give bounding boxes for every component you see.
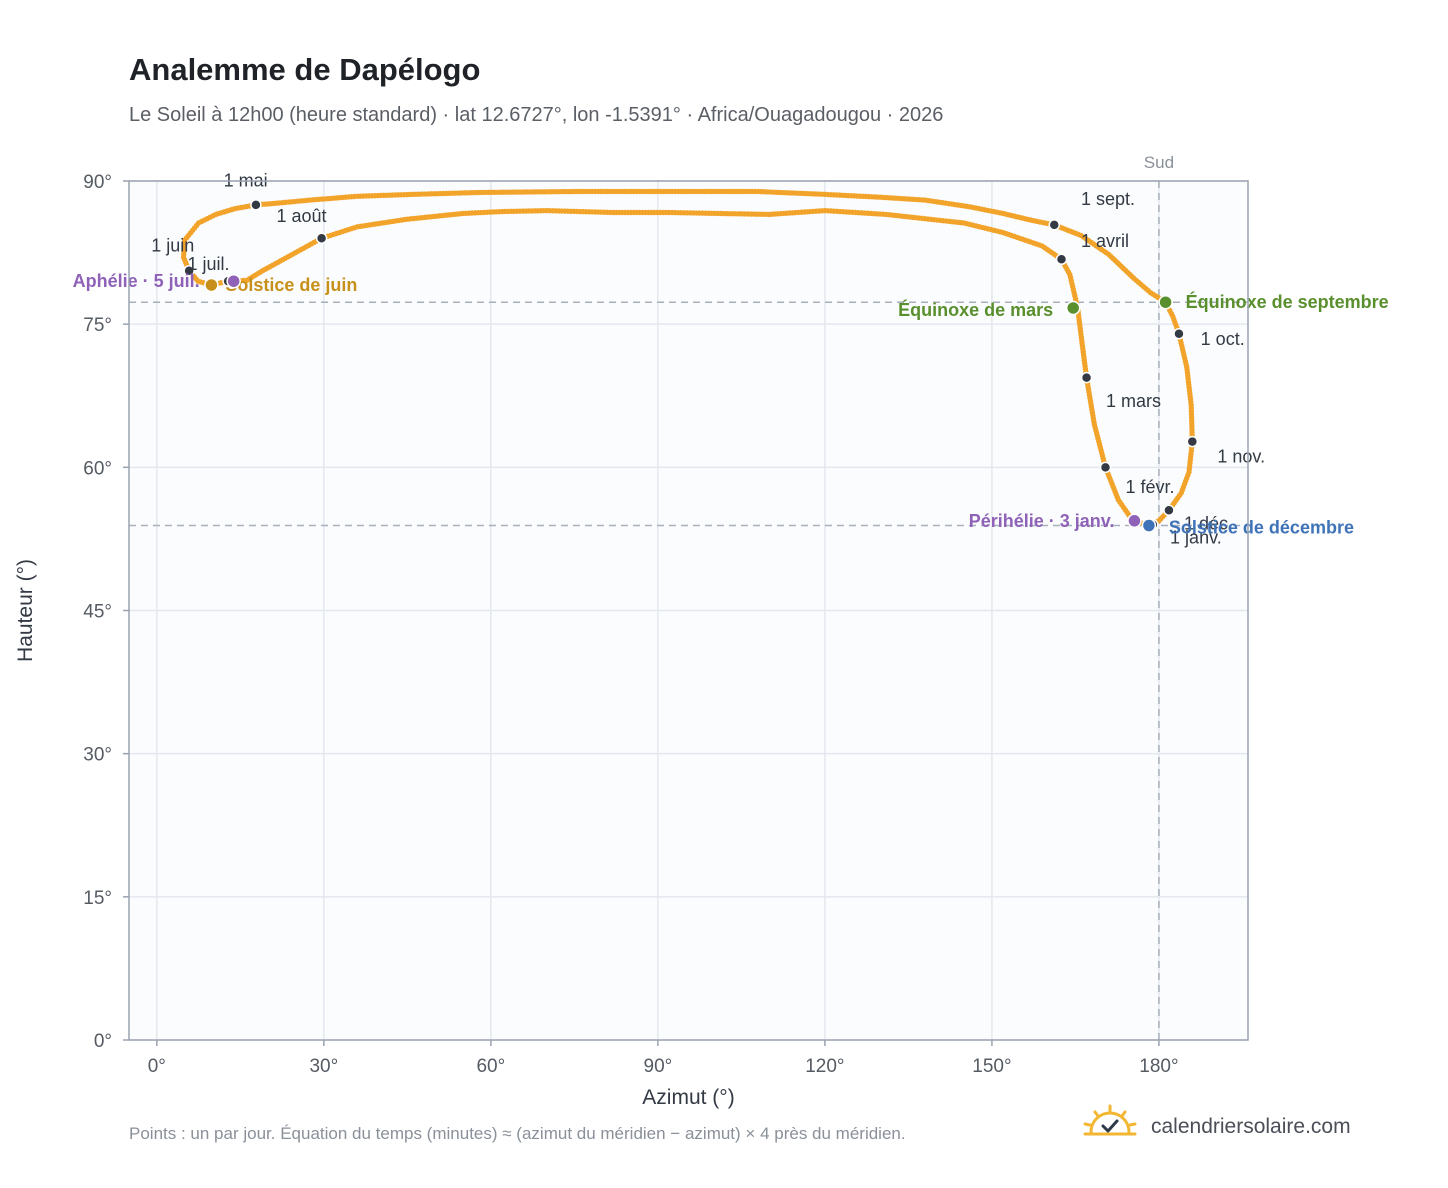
x-tick-label: 60° [476,1056,505,1077]
month-label: 1 juil. [187,254,229,274]
month-label: 1 avril [1081,231,1129,251]
y-tick-label: 15° [83,888,112,909]
event-label: Équinoxe de septembre [1186,291,1389,312]
x-axis-label: Azimut (°) [642,1086,734,1109]
event-label: Équinoxe de mars [898,299,1053,320]
y-tick-label: 0° [94,1031,112,1052]
y-tick-label: 75° [83,315,112,336]
x-tick-label: 30° [309,1056,338,1077]
axis-ticks: 0° 30° 60° 90° 120° 150° 180° 0° 15° 30° 45° 60° 75°… [83,172,1178,1077]
event-marker [226,273,241,289]
month-marker [250,199,262,211]
month-marker [1080,371,1093,384]
event-marker [1141,518,1157,533]
event-label: Aphélie · 5 juil. [73,271,200,291]
event-marker [1127,513,1142,529]
footnote: Points : un par jour. Équation du temps … [129,1124,906,1143]
month-label: 1 oct. [1201,329,1245,349]
grid [129,180,1248,1041]
event-label: Périhélie · 3 janv. [969,511,1115,531]
month-marker [1099,461,1112,474]
event-label: Solstice de juin [225,275,357,295]
event-marker [1158,294,1173,310]
month-marker [1173,327,1185,340]
month-label: 1 août [277,206,327,226]
month-label: 1 janv. [1170,528,1222,548]
y-tick-label: 60° [83,458,112,479]
chart-subtitle: Le Soleil à 12h00 (heure standard) · lat… [129,104,944,126]
brand-name: calendriersolaire.com [1151,1114,1351,1138]
event-label: Solstice de décembre [1169,518,1354,538]
y-tick-label: 45° [83,602,112,623]
sun-check-logo-icon [1083,1104,1137,1149]
meridian-label: Sud [1144,153,1174,172]
month-label: 1 nov. [1217,447,1265,467]
x-tick-label: 180° [1139,1056,1178,1077]
reference-lines: Sud [129,153,1248,1040]
month-label: 1 sept. [1081,189,1135,209]
month-marker [1186,435,1199,448]
event-marker [1065,300,1081,316]
month-marker [183,264,195,277]
y-axis-label: Hauteur (°) [14,559,37,662]
month-label: 1 mars [1106,391,1161,411]
x-tick-label: 0° [148,1056,166,1077]
analemma-curve [180,188,1196,529]
x-tick-label: 150° [972,1056,1011,1077]
month-marker [1163,504,1175,517]
x-tick-label: 90° [644,1056,673,1077]
event-markers: Solstice de juin Aphélie · 5 juil. Équinox… [73,271,1389,537]
x-tick-label: 120° [805,1056,844,1077]
brand: calendriersolaire.com [1083,1104,1351,1149]
month-label: 1 févr. [1126,477,1175,497]
y-tick-label: 90° [83,172,112,193]
month-label: 1 déc. [1184,513,1233,533]
month-marker [1048,219,1061,231]
event-marker [204,277,219,293]
month-marker [1055,253,1068,266]
chart-title: Analemme de Dapélogo [129,52,481,87]
y-tick-label: 30° [83,745,112,766]
month-marker [315,232,328,245]
month-label: 1 juin [151,236,194,256]
